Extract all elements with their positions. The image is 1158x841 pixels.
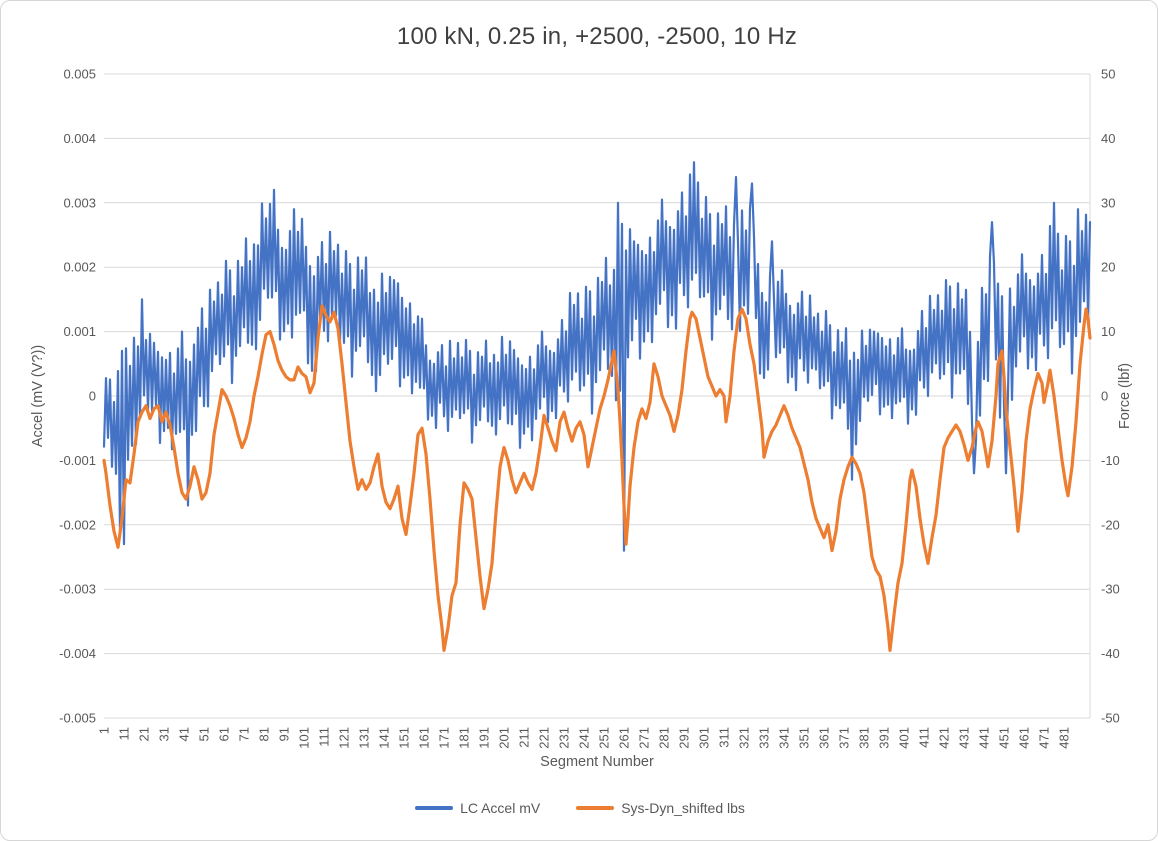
right-axis-tick-label: 40 [1101,131,1115,146]
right-axis-tick-label: 10 [1101,324,1115,339]
x-axis-tick-label: 111 [317,727,332,747]
x-axis-tick-label: 271 [637,727,652,749]
x-axis-tick-label: 341 [777,727,792,749]
x-axis-tick-label: 451 [997,727,1012,749]
x-axis-tick-label: 301 [697,727,712,749]
x-axis-tick-label: 201 [497,727,512,749]
x-axis-tick-label: 251 [597,727,612,749]
x-axis-tick-label: 231 [557,727,572,749]
x-axis-tick-label: 161 [417,727,432,749]
legend-swatch-orange [576,805,615,811]
left-axis-tick-label: 0.004 [63,131,96,146]
x-axis-tick-label: 471 [1037,727,1052,749]
right-axis-tick-label: -40 [1101,646,1120,661]
x-axis-tick-label: 361 [817,727,832,749]
x-axis-tick-label: 461 [1017,727,1032,749]
right-axis-tick-label: 20 [1101,260,1115,275]
left-axis-tick-label: -0.004 [59,646,96,661]
left-axis-tick-label: -0.002 [59,517,96,532]
x-axis-tick-label: 441 [977,727,992,749]
left-axis-tick-label: 0.002 [63,260,96,275]
x-axis-tick-label: 191 [477,727,492,749]
x-axis-tick-label: 481 [1057,727,1072,749]
left-axis-tick-label: 0.001 [63,324,96,339]
series-sys-dyn-shifted[interactable] [102,304,1092,652]
left-axis-title: Accel (mV (V?)) [30,344,46,448]
x-axis-tick-label: 331 [757,727,772,749]
x-axis-tick-label: 181 [457,727,472,749]
x-axis-tick-label: 411 [917,727,932,748]
legend: LC Accel mV Sys-Dyn_shifted lbs [1,795,1157,821]
x-axis-tick-label: 351 [797,727,812,749]
right-axis-tick-label: 0 [1101,389,1108,404]
right-axis-tick-label: -10 [1101,453,1120,468]
legend-item-lc-accel[interactable]: LC Accel mV [415,800,540,816]
x-axis-tick-label: 131 [357,727,372,749]
x-axis-tick-label: 41 [177,727,192,741]
right-axis-tick-label: -30 [1101,582,1120,597]
x-axis-tick-label: 31 [157,727,172,741]
chart-title: 100 kN, 0.25 in, +2500, -2500, 10 Hz [396,23,798,50]
x-axis-tick-label: 1 [97,727,112,734]
left-axis-tick-label: -0.003 [59,582,96,597]
x-axis-tick-label: 221 [537,727,552,749]
series-lc-accel[interactable] [102,161,1092,552]
x-axis-tick-label: 121 [337,727,352,749]
x-axis-tick-label: 61 [217,727,232,741]
legend-swatch-blue [415,805,454,811]
x-axis-tick-label: 391 [877,727,892,749]
x-axis-tick-label: 381 [857,727,872,749]
x-axis-tick-label: 11 [117,727,132,741]
left-axis-tick-label: 0.005 [63,67,96,82]
x-axis-tick-label: 71 [237,727,252,741]
legend-label: Sys-Dyn_shifted lbs [621,800,745,816]
x-axis-tick-label: 371 [837,727,852,749]
x-axis-tick-label: 281 [657,727,672,749]
left-axis-tick-label: -0.005 [59,711,96,726]
x-axis-tick-label: 401 [897,727,912,749]
x-axis-tick-label: 21 [137,727,152,741]
left-axis-tick-label: 0.003 [63,195,96,210]
x-axis-tick-label: 81 [257,727,272,741]
x-axis-tick-label: 311 [717,727,732,748]
left-axis-tick-label: -0.001 [59,453,96,468]
right-axis-tick-label: -20 [1101,517,1120,532]
left-axis-tick-label: 0 [89,389,96,404]
x-axis-tick-label: 211 [517,727,532,748]
right-axis-tick-label: 30 [1101,195,1115,210]
x-axis-tick-label: 151 [397,727,412,749]
x-axis-tick-label: 321 [737,727,752,749]
right-axis-tick-label: -50 [1101,711,1120,726]
x-axis-title: Segment Number [540,754,654,770]
x-axis-tick-label: 171 [437,727,452,749]
legend-item-sys-dyn[interactable]: Sys-Dyn_shifted lbs [576,800,745,816]
x-axis-tick-label: 141 [377,727,392,749]
right-axis-tick-label: 50 [1101,67,1115,82]
x-axis-tick-label: 261 [617,727,632,749]
legend-label: LC Accel mV [460,800,541,816]
x-axis-tick-label: 421 [937,727,952,749]
x-axis-tick-label: 101 [297,727,312,749]
x-axis-tick-label: 91 [277,727,292,741]
x-axis-tick-label: 241 [577,727,592,749]
x-axis-tick-label: 291 [677,727,692,749]
x-axis-tick-label: 431 [957,727,972,749]
x-axis-tick-label: 51 [197,727,212,741]
right-axis-title: Force (lbf) [1117,362,1133,430]
